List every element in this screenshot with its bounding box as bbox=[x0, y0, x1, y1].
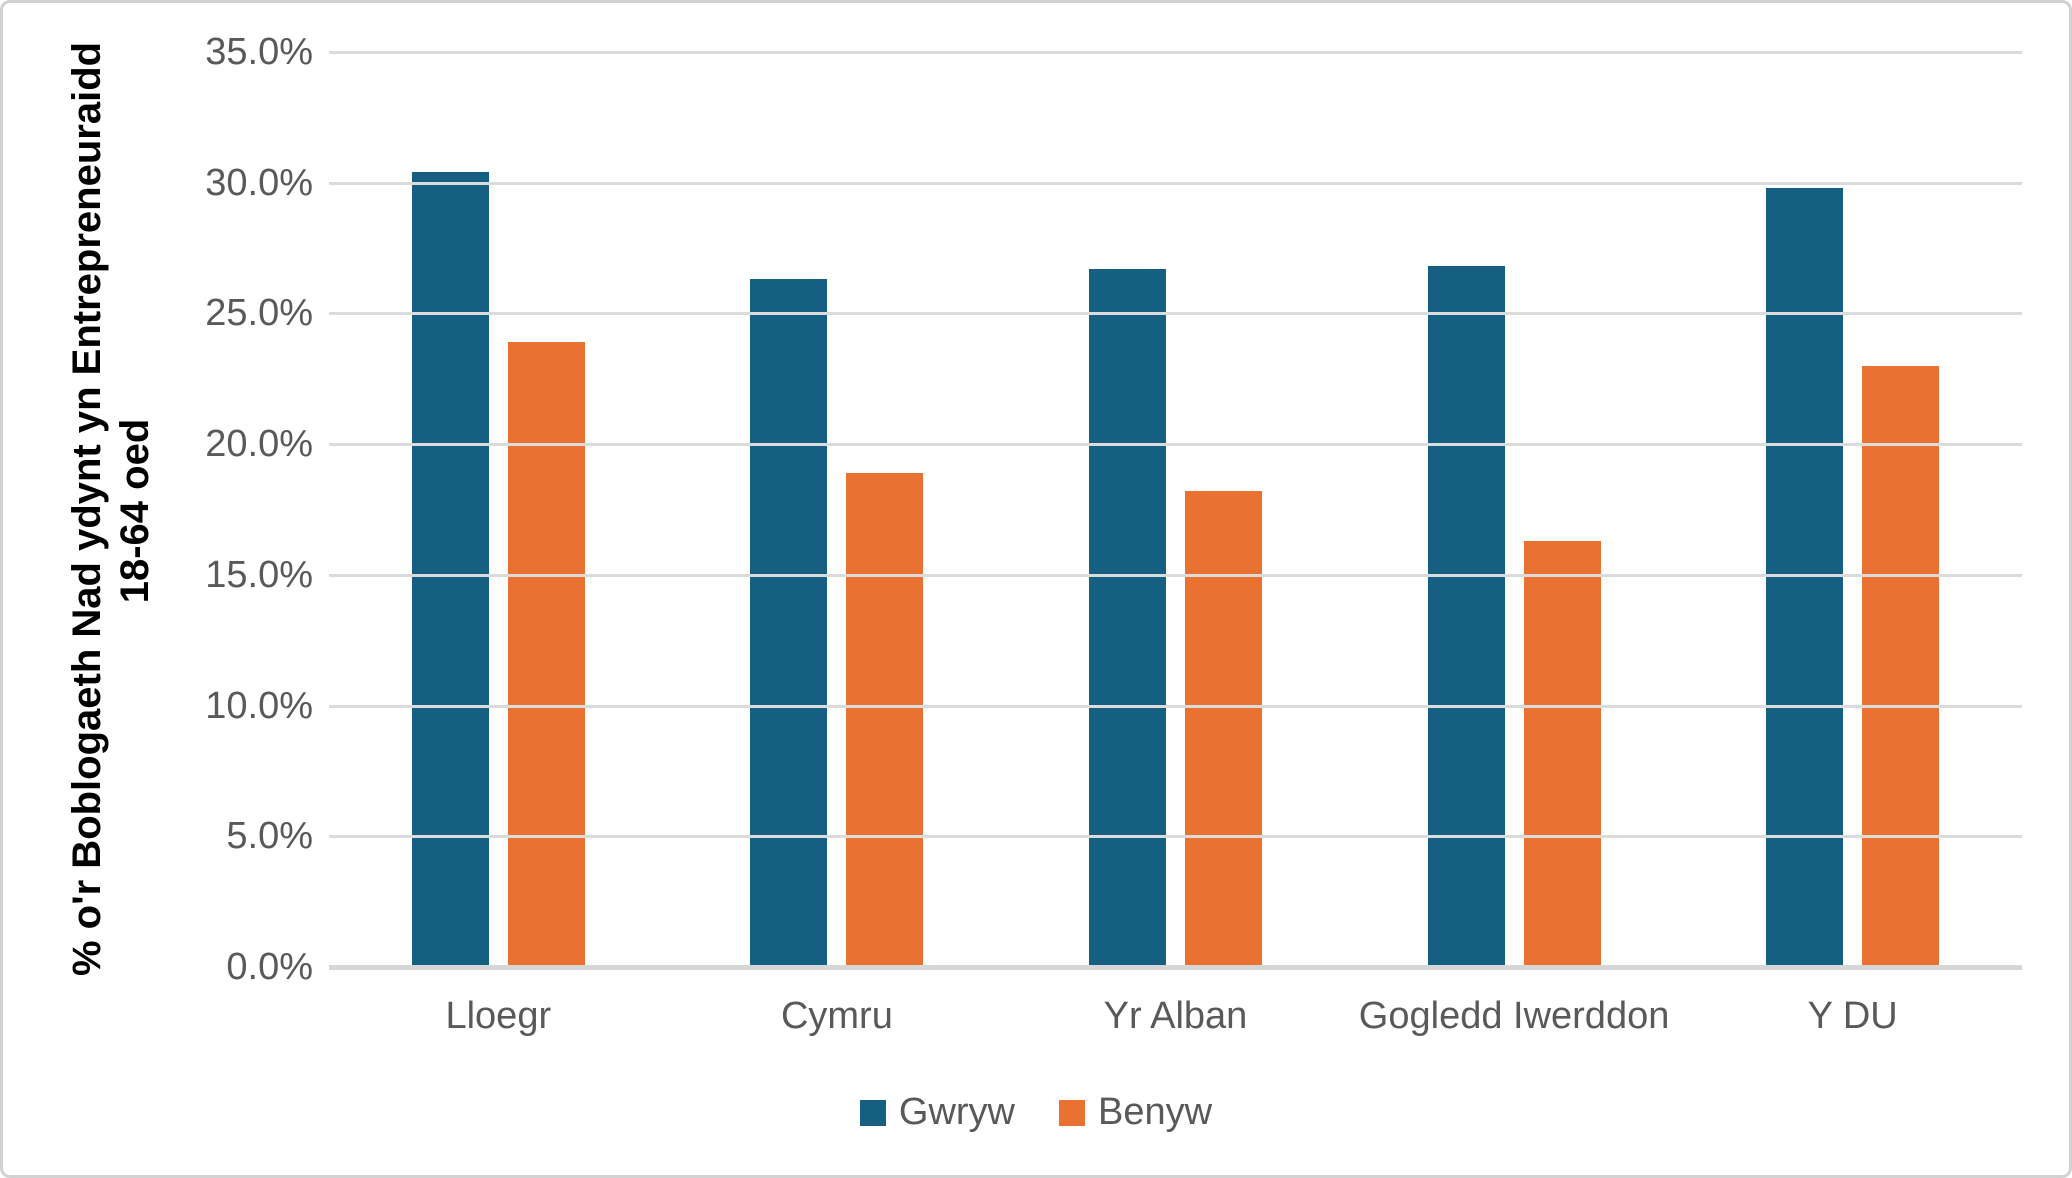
category-slot-gogledd-iwerddon bbox=[1345, 52, 1684, 967]
gridline-35 bbox=[329, 51, 2022, 54]
x-axis-line bbox=[329, 965, 2022, 970]
y-tick-label-10: 10.0% bbox=[205, 684, 313, 727]
gridline-10 bbox=[329, 704, 2022, 708]
legend-label-gwryw: Gwryw bbox=[898, 1091, 1016, 1133]
bar-gwryw-gogledd-iwerddon bbox=[1427, 266, 1505, 967]
bar-benyw-y-du bbox=[1862, 365, 1940, 967]
x-axis-label-yr-alban: Yr Alban bbox=[1103, 995, 1248, 1037]
bar-benyw-gogledd-iwerddon bbox=[1523, 540, 1601, 967]
bar-benyw-yr-alban bbox=[1184, 491, 1262, 967]
category-slot-cymru bbox=[668, 52, 1007, 967]
legend-swatch-gwryw bbox=[859, 1099, 886, 1126]
category-slot-yr-alban bbox=[1006, 52, 1345, 967]
y-tick-label-35: 35.0% bbox=[205, 31, 313, 73]
x-axis-label-lloegr: Lloegr bbox=[445, 995, 552, 1037]
y-tick-label-30: 30.0% bbox=[205, 161, 313, 204]
bar-benyw-cymru bbox=[846, 472, 924, 967]
bar-gwryw-y-du bbox=[1766, 187, 1844, 967]
x-axis-label-cymru: Cymru bbox=[780, 995, 893, 1037]
gridline-5 bbox=[329, 835, 2022, 839]
bar-gwryw-cymru bbox=[750, 279, 828, 967]
legend: Gwryw Benyw bbox=[3, 1091, 2069, 1134]
legend-label-benyw: Benyw bbox=[1098, 1091, 1213, 1133]
legend-item-gwryw: Gwryw bbox=[859, 1091, 1016, 1134]
y-tick-label-5: 5.0% bbox=[226, 815, 313, 858]
x-axis-labels: Lloegr Cymru Yr Alban Gogledd Iwerddon Y DU bbox=[329, 995, 2022, 1038]
y-tick-label-20: 20.0% bbox=[205, 423, 313, 466]
category-slot-lloegr bbox=[329, 52, 668, 967]
bar-gwryw-lloegr bbox=[411, 172, 489, 967]
y-tick-label-25: 25.0% bbox=[205, 292, 313, 335]
x-axis-label-y-du: Y DU bbox=[1807, 995, 1898, 1037]
gridline-20 bbox=[329, 443, 2022, 447]
gridline-15 bbox=[329, 573, 2022, 577]
x-axis-label-gogledd-iwerddon: Gogledd Iwerddon bbox=[1358, 995, 1670, 1037]
bar-benyw-lloegr bbox=[507, 342, 585, 967]
bars-row bbox=[329, 52, 2022, 967]
gridline-30 bbox=[329, 181, 2022, 185]
plot-area bbox=[329, 51, 2022, 970]
legend-item-benyw: Benyw bbox=[1059, 1091, 1212, 1134]
y-tick-label-0: 0.0% bbox=[226, 946, 313, 988]
bar-gwryw-yr-alban bbox=[1088, 269, 1166, 967]
gridline-25 bbox=[329, 312, 2022, 316]
category-slot-y-du bbox=[1683, 52, 2022, 967]
y-tick-label-15: 15.0% bbox=[205, 553, 313, 596]
legend-swatch-benyw bbox=[1059, 1099, 1086, 1126]
